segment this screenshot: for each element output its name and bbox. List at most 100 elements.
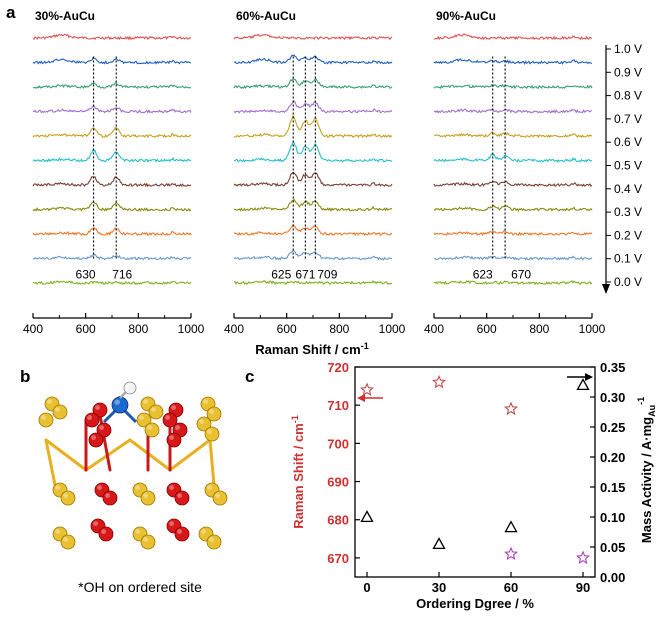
y-left-tick-label: 680: [327, 513, 349, 528]
spectrum-trace: [233, 250, 393, 261]
voltage-label: 0.4 V: [614, 182, 642, 196]
voltage-label: 0.5 V: [614, 159, 642, 173]
peak-label: 709: [317, 268, 337, 282]
spectrum-trace: [32, 226, 192, 236]
y-right-tick-label: 0.25: [600, 420, 625, 435]
star-marker: [503, 546, 519, 561]
y-left-tick-label: 690: [327, 475, 349, 490]
gold-atom-highlight: [139, 415, 144, 420]
y-right-axis-label: Mass Activity / A·mgAu-1: [636, 397, 657, 543]
spectrum-trace: [433, 58, 592, 65]
spectrum-trace: [233, 223, 393, 237]
y-left-axis-label: Raman Shift / cm-1: [290, 415, 306, 528]
voltage-label: 0.1 V: [614, 252, 642, 266]
copper-atom-highlight: [105, 493, 111, 498]
spectrum-trace: [32, 201, 192, 212]
x-tick-label: 30: [432, 580, 446, 595]
spectrum-trace: [233, 141, 393, 163]
gold-atom: [196, 416, 212, 432]
spectrum-trace: [32, 148, 192, 163]
gold-atom-highlight: [203, 399, 208, 404]
hydrogen-atom-highlight: [125, 383, 130, 388]
copper-atom-highlight: [97, 485, 103, 490]
gold-atom-highlight: [147, 425, 152, 430]
copper-atom: [174, 526, 190, 542]
x-tick-label: 90: [576, 580, 590, 595]
spectrum-trace: [32, 82, 192, 90]
copper-atom: [102, 490, 118, 506]
panel-letter-a: a: [6, 3, 16, 22]
panel-letter-b: b: [20, 367, 30, 386]
copper-atom-highlight: [177, 529, 182, 534]
voltage-label: 0.6 V: [614, 135, 642, 149]
gold-atom: [212, 490, 228, 506]
x-tick-label: 400: [23, 322, 43, 336]
triangle-marker: [576, 378, 590, 391]
peak-label: 671: [295, 268, 315, 282]
spectrum-trace: [433, 180, 593, 187]
gold-atom-highlight: [199, 419, 204, 424]
gold-atom: [148, 404, 164, 420]
gold-atom-highlight: [47, 399, 52, 404]
peak-label: 670: [511, 268, 531, 282]
copper-atom-highlight: [177, 493, 182, 498]
spectrum-trace: [433, 33, 593, 41]
peak-label: 716: [112, 268, 132, 282]
y-right-tick-label: 0.30: [600, 390, 625, 405]
gold-atom: [60, 534, 76, 550]
x-tick-label: 1000: [379, 322, 406, 336]
peak-label: 625: [271, 268, 291, 282]
copper-atom-highlight: [95, 405, 101, 410]
gold-atom-highlight: [55, 485, 60, 490]
y-right-tick-label: 0.20: [600, 450, 625, 465]
y-left-tick-label: 710: [327, 398, 349, 413]
gold-atom-highlight: [207, 485, 212, 490]
copper-atom: [92, 402, 108, 418]
spectrum-trace: [433, 255, 593, 261]
gold-atom: [206, 406, 222, 422]
right-axis-arrowhead: [585, 373, 593, 381]
spectrum-trace: [433, 83, 593, 90]
panel-a-xlabel: Raman Shift / cm-1: [255, 341, 368, 357]
spectrum-trace: [233, 78, 393, 89]
gold-atom-highlight: [215, 493, 220, 498]
subplot-title: 90%-AuCu: [436, 9, 496, 23]
x-tick-label: 800: [128, 322, 148, 336]
gold-atom-highlight: [151, 407, 156, 412]
star-marker: [503, 401, 519, 416]
triangle-marker: [360, 510, 374, 523]
subplot-title: 30%-AuCu: [35, 9, 95, 23]
copper-atom-highlight: [165, 415, 170, 420]
y-right-tick-label: 0.05: [600, 540, 625, 555]
oxygen-atom: [111, 396, 129, 414]
gold-atom-highlight: [209, 537, 214, 542]
spectrum-trace: [32, 126, 192, 139]
spectrum-trace: [32, 253, 192, 261]
plot-frame: [354, 366, 596, 578]
copper-atom-highlight: [169, 485, 174, 490]
spectrum-trace: [32, 33, 192, 41]
y-right-tick-label: 0.35: [600, 360, 625, 375]
triangle-marker: [432, 537, 446, 550]
copper-atom-highlight: [175, 425, 180, 430]
gold-atom: [144, 422, 160, 438]
panel-b-caption: *OH on ordered site: [78, 579, 202, 595]
gold-atom-highlight: [63, 537, 68, 542]
gold-atom-highlight: [207, 429, 212, 434]
peak-label: 630: [76, 268, 96, 282]
gold-atom: [60, 490, 76, 506]
y-left-tick-label: 700: [327, 436, 349, 451]
copper-atom: [166, 432, 182, 448]
subplot-title: 60%-AuCu: [236, 9, 296, 23]
copper-atom-highlight: [169, 521, 174, 526]
spectrum-trace: [32, 56, 192, 65]
spectrum-trace: [433, 153, 593, 163]
copper-atom-highlight: [99, 425, 105, 430]
spectrum-trace: [433, 108, 593, 114]
gold-atom-highlight: [201, 529, 206, 534]
spectrum-trace: [233, 33, 393, 41]
gold-atom: [52, 404, 68, 420]
gold-atom-highlight: [143, 399, 148, 404]
spectrum-trace: [233, 198, 393, 212]
spectrum-trace: [233, 171, 393, 187]
